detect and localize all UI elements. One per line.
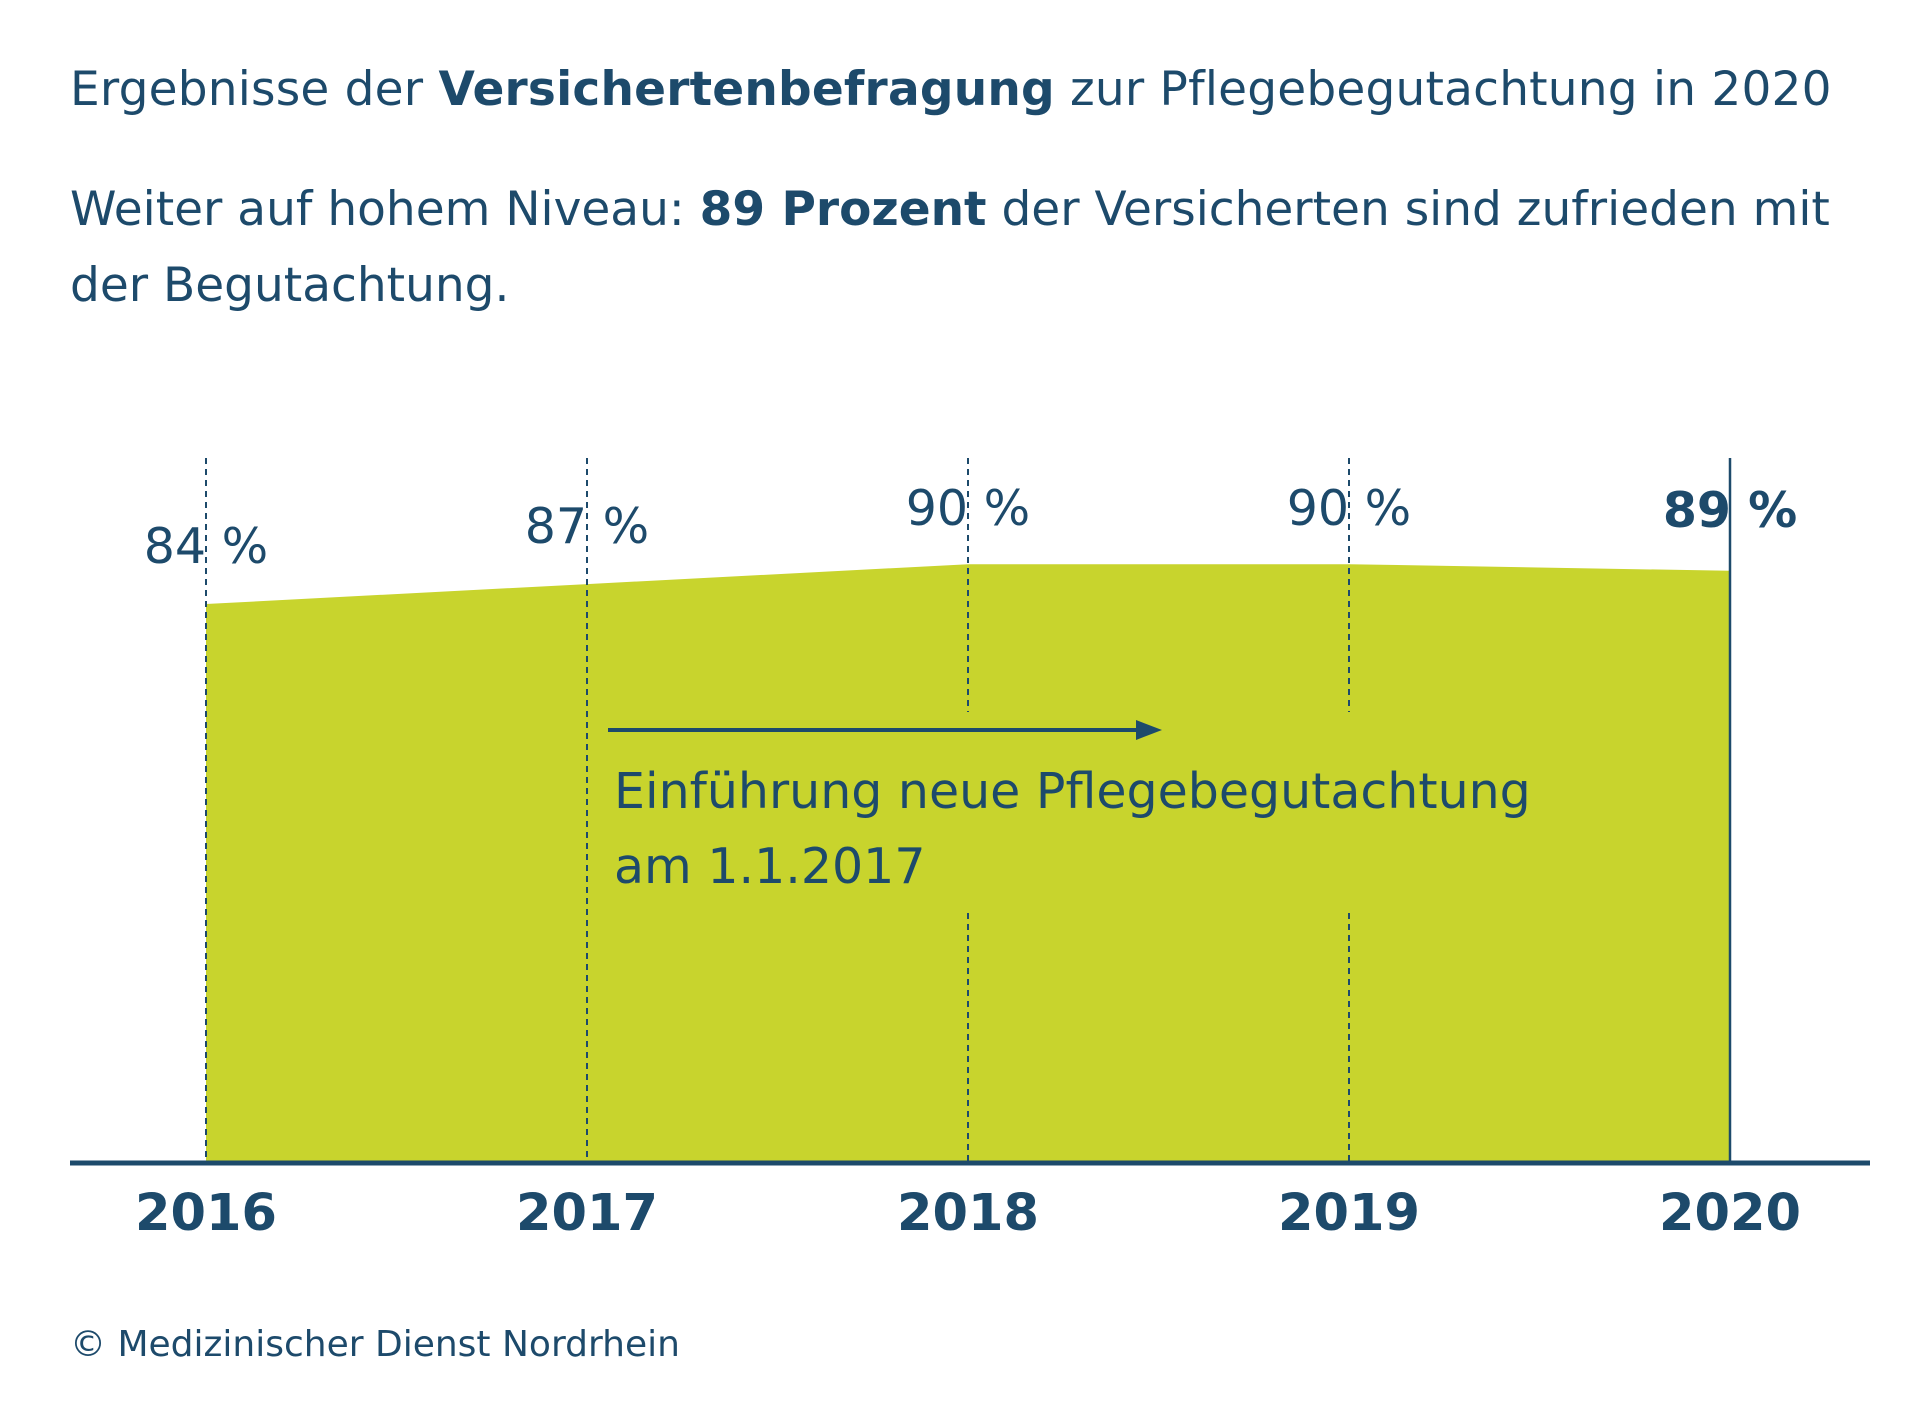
annotation: Einführung neue Pflegebegutachtung am 1.…	[608, 720, 1531, 895]
title-post: zur Pflegebegutachtung in 2020	[1054, 62, 1832, 117]
subtitle-pre: Weiter auf hohem Niveau:	[70, 182, 700, 237]
year-guide-lines	[205, 458, 1732, 1161]
annotation-arrow-head	[1136, 720, 1162, 740]
x-tick-2018: 2018	[897, 1184, 1039, 1243]
value-label-2016: 84 %	[144, 518, 269, 575]
title-pre: Ergebnisse der	[70, 62, 439, 117]
value-label-2020: 89 %	[1663, 482, 1797, 539]
value-labels: 84 % 87 % 90 % 90 % 89 %	[144, 480, 1797, 575]
x-tick-labels: 2016 2017 2018 2019 2020	[135, 1184, 1801, 1243]
annotation-line-1: Einführung neue Pflegebegutachtung	[614, 763, 1531, 820]
x-tick-2019: 2019	[1278, 1184, 1420, 1243]
subtitle-bold: 89 Prozent	[699, 182, 987, 237]
copyright-credit: © Medizinischer Dienst Nordrhein	[70, 1324, 680, 1365]
value-label-2018: 90 %	[906, 480, 1031, 537]
value-label-2019: 90 %	[1287, 480, 1412, 537]
annotation-line-2: am 1.1.2017	[614, 838, 926, 895]
x-tick-2016: 2016	[135, 1184, 277, 1243]
x-tick-2017: 2017	[516, 1184, 658, 1243]
x-tick-2020: 2020	[1659, 1184, 1801, 1243]
chart-title: Ergebnisse der Versichertenbefragung zur…	[70, 62, 1832, 117]
subtitle-post: der Versicherten sind zufrieden mit der …	[70, 182, 1830, 313]
value-label-2017: 87 %	[525, 498, 650, 555]
title-bold: Versichertenbefragung	[438, 62, 1055, 117]
chart-subtitle: Weiter auf hohem Niveau: 89 Prozent der …	[70, 172, 1850, 324]
